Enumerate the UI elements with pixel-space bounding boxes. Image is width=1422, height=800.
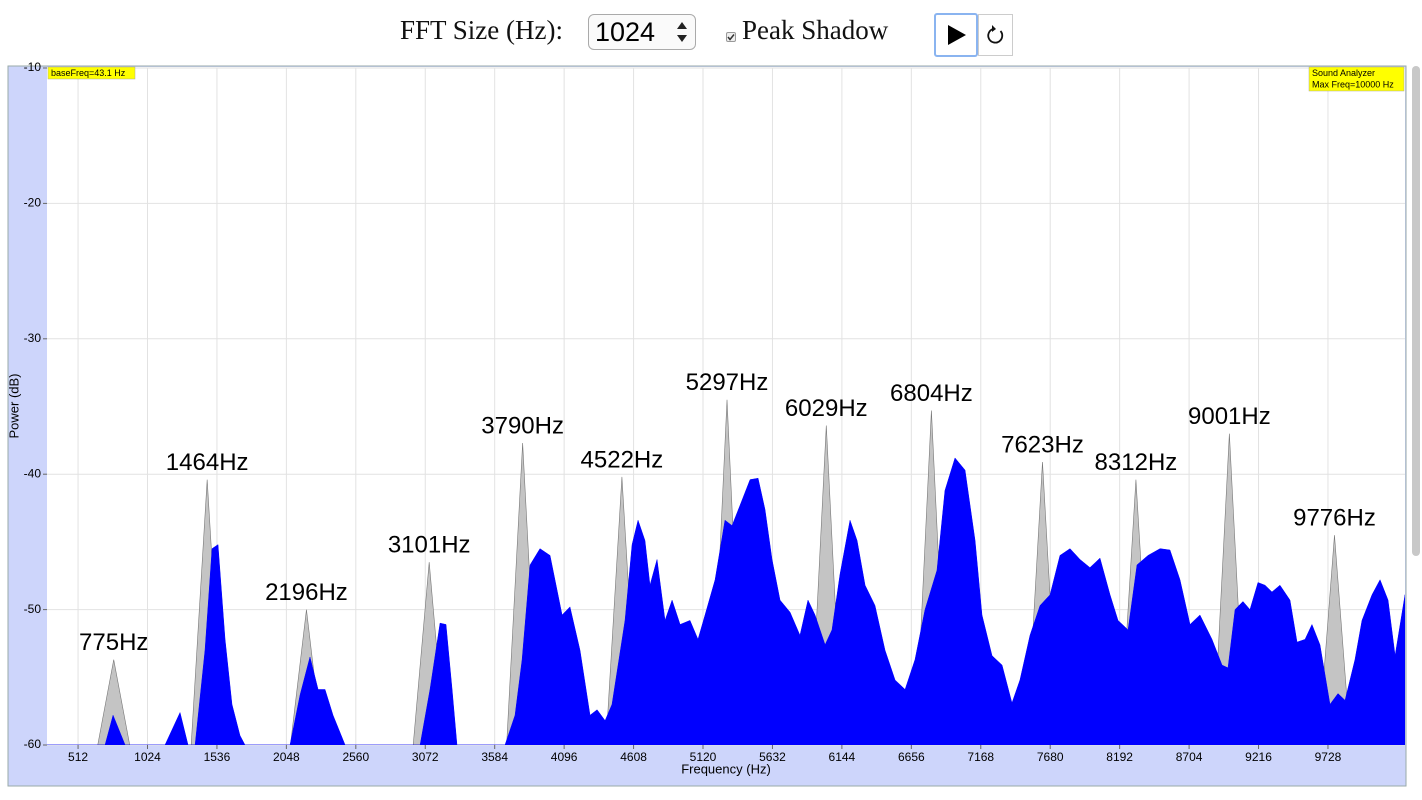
peak-shadow [97,659,131,745]
x-tick-label: 3584 [481,750,508,764]
y-tick-label: -40 [24,466,42,480]
x-tick-label: 6656 [898,750,925,764]
peak-label: 6029Hz [785,395,868,422]
toolbar: FFT Size (Hz): 1024 Peak Shadow [0,0,1422,64]
plot: 775Hz 1464Hz 2196Hz 3101Hz 3790Hz 4522Hz 5297H… [47,369,1405,745]
x-tick-label: 9728 [1315,750,1342,764]
peak-label: 9776Hz [1293,504,1376,531]
y-tick-label: -50 [24,602,42,616]
peak-label: 1464Hz [166,449,249,476]
y-tick-label: -30 [24,331,42,345]
peak-label: 7623Hz [1001,431,1084,458]
x-tick-label: 1024 [134,750,161,764]
peak-label: 775Hz [79,629,148,656]
x-tick-label: 7168 [967,750,994,764]
reload-button[interactable] [978,14,1013,56]
x-tick-label: 2048 [273,750,300,764]
peak-label: 6804Hz [890,380,973,407]
peak-label: 3101Hz [388,532,471,559]
y-tick-label: -60 [24,737,42,751]
info-left-box [47,66,136,80]
x-tick-label: 5120 [690,750,717,764]
peak-label: 2196Hz [265,579,348,606]
x-tick-label: 4608 [620,750,647,764]
spinner-arrows [677,22,687,42]
info-right-box [1308,66,1405,92]
x-tick-label: 5632 [759,750,786,764]
peak-label: 9001Hz [1188,403,1271,430]
fft-size-value: 1024 [595,17,656,47]
x-axis-title: Frequency (Hz) [681,761,771,776]
x-tick-label: 8704 [1176,750,1203,764]
peak-shadow-label: Peak Shadow [742,15,889,45]
peak-label: 4522Hz [581,446,664,473]
fft-label: FFT Size (Hz): [400,15,563,45]
x-tick-label: 9216 [1245,750,1272,764]
play-icon [948,25,966,45]
y-tick-label: -20 [24,196,42,210]
info-right-line: Max Freq=10000 Hz [1312,79,1394,89]
y-axis-title: Power (dB) [6,373,21,438]
axes: -60 -50 -40 -30 -20 -10 512 1024 1536 2048 2560 307… [24,60,1342,764]
reload-icon [987,25,1004,44]
x-tick-label: 1536 [204,750,231,764]
peak-shadow-checkbox[interactable] [726,32,736,42]
scrollbar [1412,66,1420,556]
x-tick-label: 6144 [829,750,856,764]
fft-size-select[interactable]: 1024 [588,14,696,50]
peak-label: 8312Hz [1095,449,1178,476]
x-tick-label: 512 [68,750,88,764]
play-button[interactable] [934,13,978,57]
x-tick-label: 4096 [551,750,578,764]
info-left: baseFreq=43.1 Hz [51,68,126,78]
x-tick-label: 3072 [412,750,439,764]
x-tick-label: 2560 [342,750,369,764]
x-tick-label: 7680 [1037,750,1064,764]
y-tick-label: -10 [24,60,42,74]
info-right-line: Sound Analyzer [1312,68,1375,78]
spectrum-area [47,457,1405,745]
x-tick-label: 8192 [1106,750,1133,764]
peak-label: 5297Hz [686,369,769,396]
check-mark [727,34,735,41]
peak-label: 3790Hz [481,412,564,439]
